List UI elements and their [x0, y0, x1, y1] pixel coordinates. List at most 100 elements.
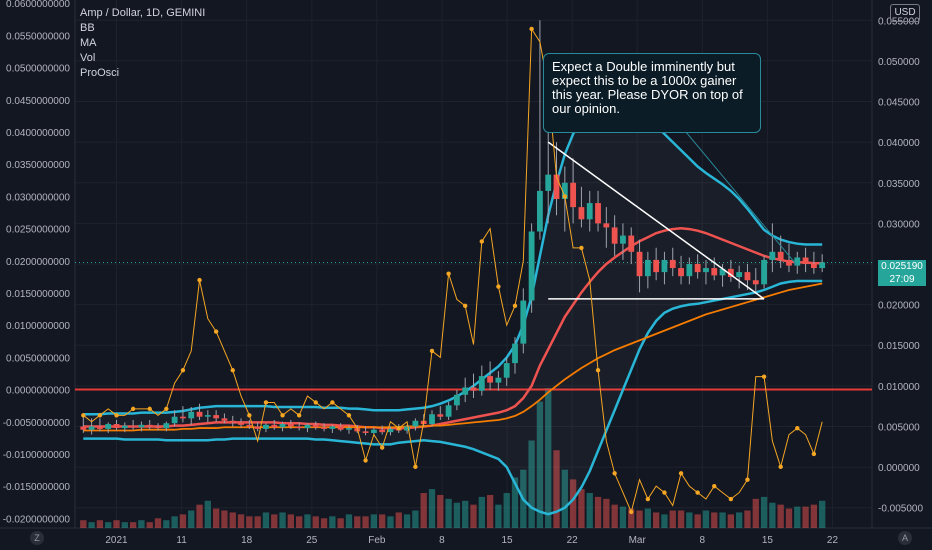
oscillator-point [678, 471, 684, 476]
bollinger-fill [83, 103, 822, 514]
candle-body [238, 422, 244, 425]
candle-body [121, 425, 128, 429]
candle-body [379, 429, 386, 433]
candle-body [113, 424, 120, 429]
candle-body [387, 428, 394, 433]
zoom-reset-button[interactable]: Z [30, 531, 44, 545]
currency-button[interactable]: USD [890, 4, 920, 22]
oscillator-point [130, 406, 136, 412]
oscillator-point [413, 464, 418, 470]
candle-body [578, 207, 585, 220]
candle-body [146, 424, 153, 427]
candle-body [437, 414, 444, 417]
candle-body [196, 411, 203, 417]
candle-body [802, 257, 809, 264]
oscillator-tick-label: 0.0400000000 [6, 128, 70, 139]
oscillator-point [313, 400, 318, 405]
volume-bar [453, 502, 461, 528]
candle-body [769, 251, 776, 260]
volume-bar [445, 498, 452, 528]
candle-body [213, 415, 220, 419]
candle-body [80, 426, 87, 430]
indicator-bb[interactable]: BB [80, 22, 95, 34]
candle-body [312, 424, 319, 428]
candle-body [520, 300, 527, 344]
volume-bar [611, 504, 618, 528]
volume-bar [262, 512, 270, 528]
oscillator-point [712, 483, 717, 489]
volume-bar [810, 504, 818, 528]
oscillator-point [213, 329, 219, 334]
annotation-note[interactable]: Expect a Double imminently but expect th… [543, 53, 761, 133]
oscillator-tick-label: 0.0450000000 [6, 96, 70, 107]
candle-body [263, 424, 269, 429]
candle-body [171, 416, 178, 424]
oscillator-tick-label: 0.0050000000 [6, 353, 70, 364]
oscillator-point [247, 413, 252, 418]
volume-bar [163, 520, 170, 528]
volume-bar [760, 496, 768, 528]
triangle-trend-line [547, 141, 765, 300]
candle-body [727, 268, 734, 277]
oscillator-tick-label: -0.0100000000 [3, 450, 71, 461]
time-tick-label: 22 [567, 535, 579, 546]
volume-bar [237, 514, 245, 528]
candle-body [155, 426, 161, 429]
candle-body [287, 424, 294, 427]
volume-bar [702, 510, 710, 528]
symbol-title[interactable]: Amp / Dollar, 1D, GEMINI [80, 7, 206, 19]
volume-bar [395, 512, 402, 528]
volume-bar [345, 514, 353, 528]
volume-bar [80, 520, 87, 528]
volume-bar [428, 489, 436, 528]
candle-body [105, 424, 112, 429]
oscillator-tick-label: 0.0250000000 [6, 225, 70, 236]
last-price: 0.025190 [881, 261, 923, 272]
volume-bar [437, 494, 444, 528]
volume-bar [221, 510, 228, 528]
candle-body [97, 426, 103, 429]
bollinger-upper [83, 101, 823, 416]
oscillator-point [97, 413, 103, 418]
oscillator-point [81, 413, 86, 418]
candle-body [644, 259, 651, 277]
indicator-proosci[interactable]: ProOsci [80, 67, 120, 79]
candle-body [188, 411, 195, 419]
time-axis[interactable]: 2021 11 18 25 Feb 8 15 22 Mar 8 15 22 [105, 535, 838, 546]
time-tick-label: 18 [241, 535, 253, 546]
volume-bar [511, 477, 519, 528]
indicator-vol[interactable]: Vol [80, 52, 96, 64]
candle-body [528, 231, 535, 301]
volume-bar [794, 506, 801, 528]
auto-scale-button[interactable]: A [898, 531, 912, 545]
oscillator-point [512, 303, 518, 309]
volume-bar [379, 514, 386, 528]
volume-bar [478, 496, 485, 528]
candle-body [453, 394, 460, 406]
price-tick-label: 0.045000 [878, 98, 920, 109]
price-tick-label: 0.040000 [878, 138, 920, 149]
volume-bar [661, 514, 668, 528]
candle-body [653, 259, 660, 273]
volume-bar [154, 518, 162, 528]
oscillator-point [612, 471, 617, 476]
volume-bar [736, 512, 743, 528]
volume-bar [785, 508, 793, 528]
volume-bar [146, 522, 153, 528]
oscillator-axis[interactable]: 0.0600000000 0.0550000000 0.0500000000 0.04… [3, 0, 71, 525]
note-pointer-line [672, 115, 798, 266]
volume-bar [138, 520, 145, 528]
oscillator-point [728, 496, 734, 502]
trend-lines[interactable] [547, 115, 798, 300]
oscillator-point [396, 425, 401, 431]
volume-bar [752, 498, 759, 528]
indicator-ma[interactable]: MA [80, 37, 97, 49]
volume-bar [819, 500, 826, 528]
candle-body [462, 387, 469, 395]
oscillator-tick-label: 0.0000000000 [6, 386, 70, 397]
candle-body [744, 272, 751, 281]
candle-body [271, 424, 278, 428]
volume-bar [586, 493, 593, 528]
volume-bar [196, 504, 203, 528]
